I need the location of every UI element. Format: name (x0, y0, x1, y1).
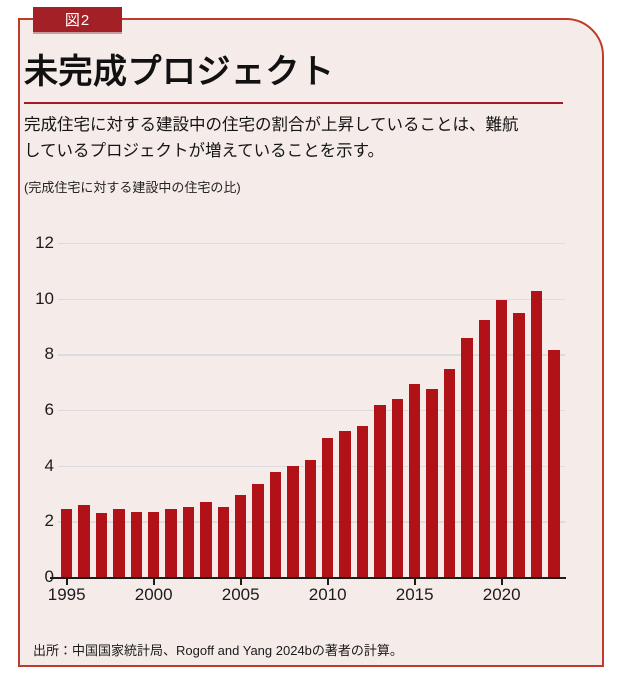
bar-2008 (287, 466, 299, 577)
bar-2022 (530, 291, 543, 577)
x-axis-tick-label-2010: 2010 (308, 585, 347, 604)
x-axis-tick-2015 (413, 579, 416, 585)
bar-2006 (252, 483, 264, 577)
gridline-y10 (58, 298, 565, 301)
x-axis-tick-label-2005: 2005 (221, 585, 260, 604)
bar-2017 (443, 368, 456, 577)
y-axis-tick-label-4: 4 (44, 455, 54, 475)
bar-2009 (304, 460, 316, 577)
bar-2014 (391, 399, 403, 577)
bar-2023 (548, 350, 560, 577)
bar-2001 (165, 509, 177, 577)
y-axis-tick-label-12: 12 (35, 233, 54, 252)
gridline-y8 (58, 354, 565, 356)
bar-1996 (78, 505, 90, 577)
bar-1995 (61, 508, 73, 577)
figure-number-badge: 図2 (33, 7, 122, 32)
y-axis-tick-label-6: 6 (44, 400, 54, 419)
gridline-y12 (58, 243, 565, 245)
bar-2003 (200, 501, 212, 577)
bar-1997 (95, 512, 108, 577)
bar-2007 (269, 471, 282, 577)
x-axis-tick-2005 (239, 579, 242, 585)
bar-2005 (235, 494, 247, 577)
bar-1998 (113, 508, 125, 577)
y-axis-tick-label-10: 10 (35, 288, 54, 308)
x-axis-tick-label-2020: 2020 (482, 585, 521, 604)
bar-2000 (148, 511, 160, 577)
bar-2010 (322, 438, 334, 577)
figure-number-label: 図2 (64, 12, 91, 29)
bar-2021 (513, 313, 525, 577)
chart-subtitle-line1: 完成住宅に対する建設中の住宅の割合が上昇していることは、難航 (24, 116, 519, 134)
bar-2018 (461, 338, 473, 577)
x-axis-tick-label-2015: 2015 (395, 585, 434, 604)
chart-subtitle-line2: しているプロジェクトが増えていることを示す。 (24, 142, 385, 160)
bar-2012 (356, 425, 369, 577)
bar-2016 (426, 388, 438, 577)
bar-2011 (339, 431, 351, 577)
y-axis-unit-label: (完成住宅に対する建設中の住宅の比) (24, 180, 241, 195)
x-axis-tick-2020 (500, 579, 503, 585)
chart-title: 未完成プロジェクト (24, 53, 335, 91)
y-axis-tick-label-8: 8 (44, 344, 54, 364)
bar-2004 (217, 506, 229, 577)
gridline-y6 (58, 410, 565, 412)
x-axis-line (50, 577, 566, 579)
x-axis-tick-label-2000: 2000 (134, 585, 173, 604)
bar-2015 (409, 383, 421, 577)
y-axis-tick-label-0: 0 (18, 567, 54, 587)
bar-1999 (130, 511, 142, 577)
source-note: 出所：中国国家統計局、Rogoff and Yang 2024bの著者の計算。 (33, 643, 403, 658)
x-axis-tick-1995 (65, 579, 68, 585)
bar-2020 (496, 300, 508, 577)
x-axis-tick-2010 (326, 579, 329, 585)
bar-2019 (478, 320, 490, 577)
bar-2002 (182, 506, 195, 577)
x-axis-tick-2000 (152, 579, 155, 585)
y-axis-tick-label-2: 2 (44, 511, 54, 531)
chart-subtitle: 完成住宅に対する建設中の住宅の割合が上昇していることは、難航 しているプロジェク… (24, 112, 584, 164)
bar-2013 (374, 404, 386, 577)
x-axis-tick-label-1995: 1995 (47, 585, 86, 604)
title-divider (24, 102, 563, 104)
